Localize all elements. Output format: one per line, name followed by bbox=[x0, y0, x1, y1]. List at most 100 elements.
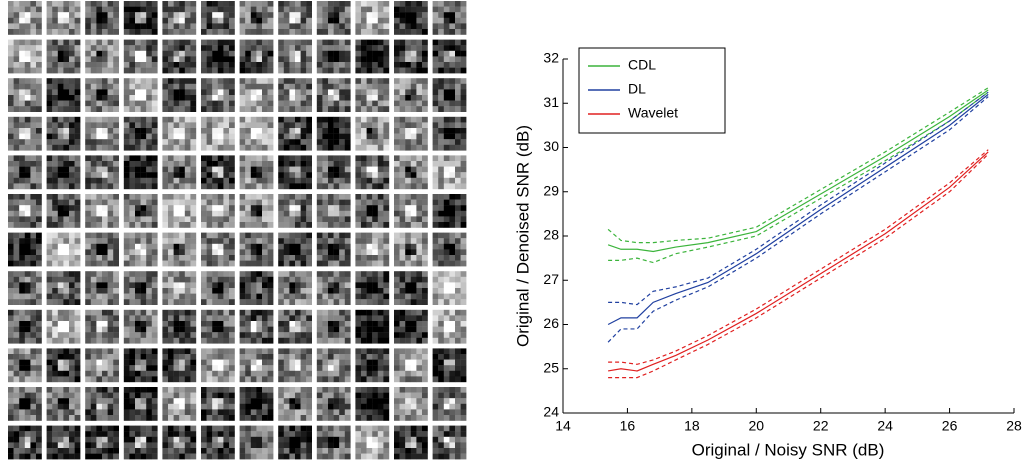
patch-pixel bbox=[184, 326, 191, 333]
patch-pixel bbox=[405, 56, 411, 63]
patch-pixel bbox=[262, 177, 268, 184]
patch-pixel bbox=[140, 348, 147, 355]
patch-pixel bbox=[123, 332, 130, 338]
patch-pixel bbox=[123, 39, 130, 46]
patch-pixel bbox=[410, 39, 417, 46]
patch-pixel bbox=[339, 6, 345, 13]
patch-pixel bbox=[19, 403, 25, 410]
patch-pixel bbox=[295, 183, 301, 190]
patch-pixel bbox=[399, 321, 406, 327]
patch-pixel bbox=[344, 398, 351, 404]
patch-pixel bbox=[410, 365, 417, 371]
patch-pixel bbox=[113, 128, 119, 134]
patch-pixel bbox=[455, 376, 461, 383]
patch-pixel bbox=[405, 238, 411, 244]
patch-pixel bbox=[262, 23, 268, 30]
patch-pixel bbox=[217, 210, 224, 217]
patch-pixel bbox=[30, 78, 37, 84]
patch-pixel bbox=[217, 133, 224, 140]
patch-pixel bbox=[30, 6, 37, 13]
patch-pixel bbox=[57, 23, 64, 30]
patch-pixel bbox=[438, 199, 444, 206]
patch-pixel bbox=[460, 332, 467, 338]
patch-pixel bbox=[422, 332, 428, 338]
patch-pixel bbox=[140, 309, 147, 316]
patch-pixel bbox=[96, 354, 103, 360]
patch-pixel bbox=[168, 29, 174, 35]
patch-pixel bbox=[366, 387, 373, 393]
patch-pixel bbox=[146, 249, 152, 256]
patch-pixel bbox=[63, 199, 70, 206]
patch-pixel bbox=[366, 205, 373, 211]
patch-pixel bbox=[316, 293, 323, 300]
patch-pixel bbox=[52, 387, 58, 393]
patch-pixel bbox=[96, 106, 103, 112]
patch bbox=[239, 155, 274, 190]
patch-pixel bbox=[416, 276, 423, 283]
patch-pixel bbox=[256, 222, 263, 228]
patch-pixel bbox=[223, 116, 230, 123]
patch-pixel bbox=[212, 95, 218, 101]
patch-pixel bbox=[140, 326, 147, 333]
patch-pixel bbox=[162, 293, 169, 300]
patch-pixel bbox=[267, 133, 274, 140]
patch-pixel bbox=[46, 409, 53, 416]
patch-pixel bbox=[135, 243, 141, 250]
patch-pixel bbox=[135, 288, 141, 294]
patch-pixel bbox=[135, 210, 141, 217]
patch-pixel bbox=[63, 365, 70, 371]
patch-pixel bbox=[8, 354, 14, 360]
patch-pixel bbox=[383, 387, 390, 393]
patch-pixel bbox=[416, 95, 423, 101]
patch-pixel bbox=[239, 326, 246, 333]
patch-pixel bbox=[267, 354, 274, 360]
patch-pixel bbox=[179, 17, 185, 24]
patch-pixel bbox=[250, 403, 257, 410]
patch-pixel bbox=[30, 370, 37, 377]
patch-pixel bbox=[57, 453, 64, 460]
patch-pixel bbox=[129, 133, 136, 140]
patch-pixel bbox=[366, 315, 373, 322]
patch-pixel bbox=[278, 370, 284, 377]
patch-pixel bbox=[455, 23, 461, 30]
patch bbox=[316, 232, 351, 267]
patch-pixel bbox=[179, 299, 185, 305]
patch-pixel bbox=[361, 78, 367, 84]
patch-pixel bbox=[306, 370, 312, 377]
patch-pixel bbox=[8, 288, 14, 294]
patch-pixel bbox=[289, 354, 296, 360]
patch-pixel bbox=[173, 12, 180, 18]
patch-pixel bbox=[410, 210, 417, 217]
patch-pixel bbox=[217, 276, 224, 283]
patch-pixel bbox=[96, 238, 103, 244]
patch-pixel bbox=[322, 89, 329, 96]
patch-pixel bbox=[151, 276, 158, 283]
patch-pixel bbox=[102, 128, 108, 134]
patch-pixel bbox=[57, 155, 64, 162]
patch-pixel bbox=[140, 243, 147, 250]
patch-pixel bbox=[262, 238, 268, 244]
patch-pixel bbox=[223, 222, 230, 228]
patch-pixel bbox=[179, 177, 185, 184]
patch-pixel bbox=[306, 210, 312, 217]
patch-pixel bbox=[416, 199, 423, 206]
patch-pixel bbox=[410, 17, 417, 24]
patch-pixel bbox=[377, 17, 384, 24]
patch-pixel bbox=[46, 392, 53, 399]
patch-pixel bbox=[179, 139, 185, 145]
patch-pixel bbox=[69, 210, 75, 217]
patch-pixel bbox=[129, 39, 136, 46]
patch-pixel bbox=[151, 370, 158, 377]
patch-pixel bbox=[206, 23, 213, 30]
patch-pixel bbox=[168, 293, 174, 300]
patch-pixel bbox=[19, 62, 25, 68]
patch-pixel bbox=[239, 260, 246, 267]
patch-pixel bbox=[184, 354, 191, 360]
patch-pixel bbox=[377, 205, 384, 211]
patch-pixel bbox=[438, 39, 444, 46]
patch-pixel bbox=[443, 116, 450, 123]
patch-pixel bbox=[63, 403, 70, 410]
patch-pixel bbox=[422, 183, 428, 190]
patch-pixel bbox=[344, 56, 351, 63]
patch-pixel bbox=[328, 116, 334, 123]
